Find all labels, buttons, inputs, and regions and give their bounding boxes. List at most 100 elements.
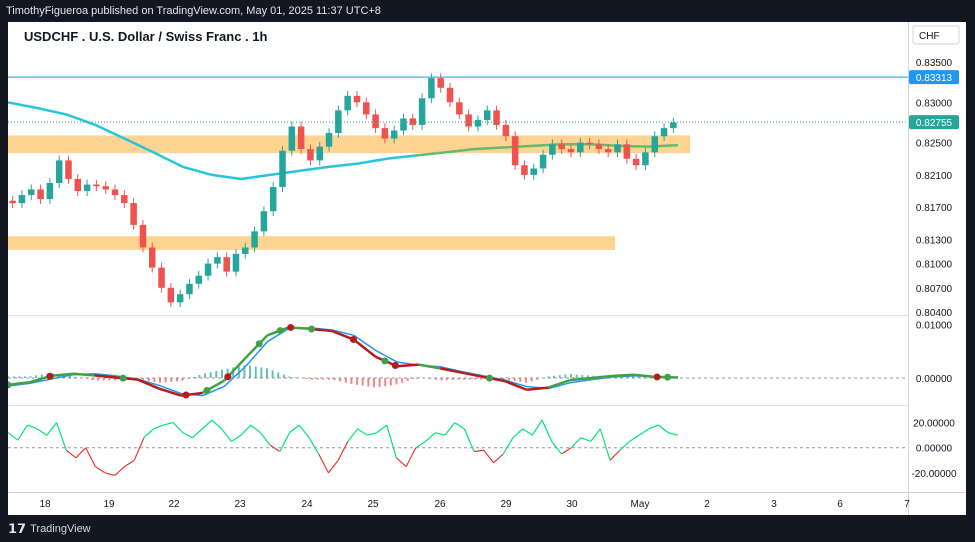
candle-body <box>130 203 137 225</box>
candle-body <box>139 224 147 248</box>
time-tick-label: 19 <box>103 499 115 510</box>
macd-segment <box>244 334 269 359</box>
candle-body <box>65 160 72 179</box>
macd-segment <box>547 378 571 389</box>
macd-tick-label: 0.01000 <box>916 321 953 332</box>
cross-marker <box>224 373 232 381</box>
osc-segment <box>124 459 135 468</box>
candle-body <box>74 178 82 192</box>
osc-segment <box>425 432 436 442</box>
osc-segment <box>609 449 621 461</box>
macd-segment <box>7 381 30 387</box>
candle-body <box>623 144 631 159</box>
candle-body <box>400 118 407 131</box>
candle-body <box>530 168 538 175</box>
osc-segment <box>638 428 650 436</box>
osc-segment <box>114 466 125 476</box>
last-price-tag <box>909 115 959 130</box>
candle-body <box>670 122 677 129</box>
candle-body <box>511 136 519 166</box>
candle-body <box>279 150 286 187</box>
osc-segment <box>405 447 417 467</box>
brand-name: TradingView <box>30 522 91 535</box>
chart-svg[interactable]: USDCHF . U.S. Dollar / Swiss Franc . 1h … <box>4 22 966 515</box>
osc-segment <box>289 424 300 434</box>
osc-segment <box>46 422 58 436</box>
osc-segment <box>454 422 465 430</box>
price-labels: 0.82755 <box>8 115 959 130</box>
osc-segment <box>435 432 446 436</box>
osc-segment <box>279 432 291 452</box>
osc-segment <box>531 419 543 436</box>
footer: 𝟭𝟳 TradingView <box>0 515 975 542</box>
candle-body <box>269 187 277 212</box>
osc-segment <box>570 437 582 449</box>
support-resistance-zones <box>8 135 690 250</box>
candle-body <box>651 136 658 153</box>
time-tick-label: 3 <box>771 499 777 510</box>
time-tick-label: 2 <box>704 499 710 510</box>
osc-segment <box>308 437 320 455</box>
macd-segment <box>396 363 419 368</box>
chart-title: USDCHF . U.S. Dollar / Swiss Franc . 1h <box>24 29 268 44</box>
osc-segment <box>599 428 611 461</box>
time-tick-label: 30 <box>566 499 578 510</box>
macd-segment <box>158 387 182 397</box>
osc-segment <box>172 422 184 434</box>
osc-segment <box>211 419 223 430</box>
osc-segment <box>561 447 572 455</box>
osc-segment <box>541 419 553 442</box>
candle-body <box>18 195 26 204</box>
candle-body <box>307 149 314 161</box>
osc-segment <box>522 428 533 436</box>
candle-body <box>325 132 333 147</box>
candle-body <box>260 211 268 232</box>
osc-segment <box>648 424 659 430</box>
candle-body <box>437 78 444 88</box>
published-header: TimothyFigueroa published on TradingView… <box>0 0 975 22</box>
osc-segment <box>201 419 213 430</box>
cross-marker <box>664 373 672 381</box>
candle-body <box>288 126 296 151</box>
candle-body <box>642 152 649 166</box>
candle-body <box>549 144 556 155</box>
osc-segment <box>337 441 349 461</box>
macd-segment <box>634 373 657 379</box>
osc-tick-label: 20.00000 <box>913 419 955 430</box>
osc-segment <box>629 434 640 442</box>
cross-marker <box>653 373 661 381</box>
candle-body <box>297 126 305 150</box>
cross-marker <box>182 391 190 399</box>
time-tick-label: 7 <box>904 499 910 510</box>
osc-segment <box>444 422 456 436</box>
candle-body <box>83 184 91 192</box>
macd-segment <box>51 372 73 378</box>
osc-tick-label: 0.00000 <box>916 444 953 455</box>
candle-body <box>232 253 240 272</box>
lower-zone <box>8 236 615 250</box>
osc-segment <box>415 440 426 449</box>
osc-segment <box>269 444 281 453</box>
price-tick-label: 0.81000 <box>916 260 953 271</box>
price-tick-label: 0.82100 <box>916 171 953 182</box>
currency-box[interactable] <box>912 25 960 45</box>
osc-segment <box>85 447 96 467</box>
candle-body <box>242 247 249 254</box>
candle-body <box>604 149 612 153</box>
horizontal-line[interactable]: 0.83313 <box>8 70 959 85</box>
time-tick-label: 25 <box>367 499 379 510</box>
osc-segment <box>231 434 242 442</box>
candle-body <box>577 142 584 153</box>
osc-segment <box>259 432 271 446</box>
candle-body <box>344 95 351 111</box>
candle-body <box>353 95 361 103</box>
candle-body <box>55 160 63 183</box>
candle-body <box>9 200 16 204</box>
osc-segment <box>502 437 514 455</box>
last-price-label: 0.82755 <box>916 118 953 129</box>
osc-segment <box>133 437 145 461</box>
osc-segment <box>463 428 475 452</box>
osc-segment <box>240 424 252 436</box>
chart-frame[interactable]: USDCHF . U.S. Dollar / Swiss Franc . 1h … <box>4 22 966 515</box>
osc-segment <box>327 459 339 474</box>
